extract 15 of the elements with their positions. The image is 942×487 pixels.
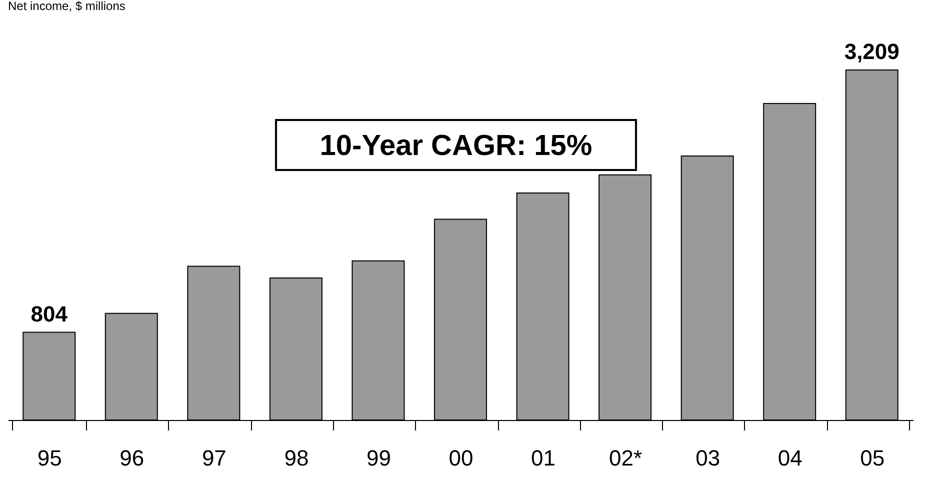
x-tick-label: 00 (448, 446, 474, 470)
x-tick-label: 99 (366, 446, 391, 470)
annotation: 10-Year CAGR: 15% (320, 130, 592, 162)
x-tick-label: 05 (860, 446, 885, 470)
x-tick-label: 95 (37, 446, 62, 470)
x-tick-label: 01 (531, 446, 556, 470)
x-tick-label: 02* (609, 446, 642, 470)
x-tick-label: 04 (778, 446, 802, 470)
data-label: 3,209 (844, 39, 900, 64)
x-tick-label: 03 (696, 446, 720, 470)
chart-title: Net income, $ millions (8, 0, 126, 13)
data-label: 804 (30, 301, 68, 326)
x-tick-label: 97 (202, 446, 226, 470)
x-tick-label: 96 (120, 446, 144, 470)
x-tick-label: 98 (284, 446, 309, 470)
